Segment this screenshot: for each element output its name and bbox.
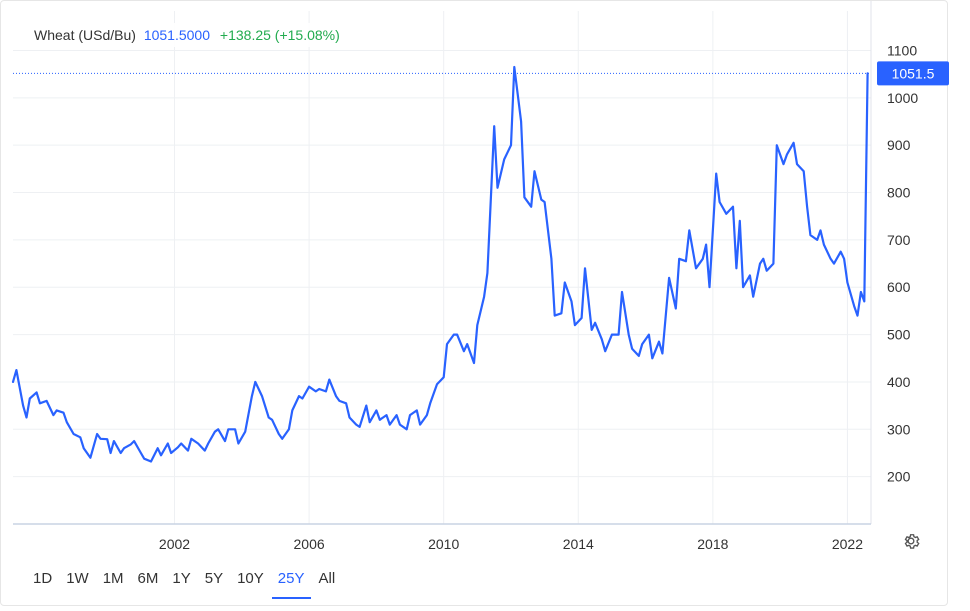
range-button-all[interactable]: All <box>318 569 336 587</box>
price-series-line <box>11 65 869 463</box>
legend-change: +138.25 (+15.08%) <box>219 27 340 43</box>
y-tick-label: 600 <box>887 279 911 295</box>
legend-price: 1051.5000 <box>143 27 211 43</box>
x-tick-label: 2006 <box>294 536 325 552</box>
y-tick-label: 800 <box>887 185 911 201</box>
range-selector: 1D 1W 1M 6M 1Y 5Y 10Y 25Y All <box>27 559 343 599</box>
range-button-1y[interactable]: 1Y <box>172 569 191 587</box>
range-button-1w[interactable]: 1W <box>66 569 89 587</box>
price-chart[interactable]: 200 300 400 500 600 700 800 900 1000 1100 2002 2006… <box>1 1 949 607</box>
x-tick-label: 2002 <box>159 536 190 552</box>
x-tick-label: 2018 <box>697 536 728 552</box>
range-button-6m[interactable]: 6M <box>137 569 159 587</box>
range-button-25y[interactable]: 25Y <box>271 559 311 599</box>
x-tick-label: 2022 <box>832 536 863 552</box>
legend-symbol: Wheat (USd/Bu) <box>34 27 136 43</box>
y-tick-label: 500 <box>887 327 911 343</box>
last-price-label: 1051.5 <box>892 65 935 81</box>
y-tick-label: 400 <box>887 374 911 390</box>
range-button-10y[interactable]: 10Y <box>237 569 264 587</box>
y-tick-label: 1100 <box>887 42 917 58</box>
y-tick-label: 1000 <box>887 90 918 106</box>
range-button-1d[interactable]: 1D <box>33 569 53 587</box>
range-button-5y[interactable]: 5Y <box>204 569 224 587</box>
y-tick-label: 700 <box>887 232 911 248</box>
y-tick-label: 300 <box>887 421 911 437</box>
chart-legend: Wheat (USd/Bu) 1051.5000 +138.25 (+15.08… <box>26 23 348 47</box>
last-price-badge <box>877 61 949 86</box>
x-tick-label: 2010 <box>428 536 459 552</box>
range-button-1m[interactable]: 1M <box>102 569 124 587</box>
y-tick-label: 900 <box>887 137 911 153</box>
y-tick-label: 200 <box>887 469 911 485</box>
settings-gear-icon[interactable] <box>899 529 923 553</box>
x-tick-label: 2014 <box>563 536 594 552</box>
chart-frame: Wheat (USd/Bu) 1051.5000 +138.25 (+15.08… <box>0 0 949 607</box>
